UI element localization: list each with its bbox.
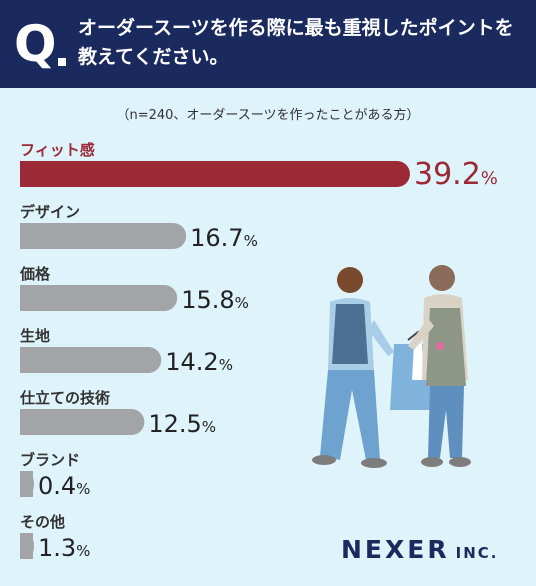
q-dot xyxy=(58,58,66,66)
value-label: 16.7% xyxy=(190,224,258,252)
question-header: Q オーダースーツを作る際に最も重視したポイントを教えてください。 xyxy=(0,0,536,88)
value-unit: % xyxy=(202,418,216,436)
bar xyxy=(20,285,178,311)
value-label: 15.8% xyxy=(181,286,249,314)
category-label: 生地 xyxy=(20,327,50,345)
bar xyxy=(20,347,162,373)
bar-left-edge xyxy=(20,409,33,435)
bar-left-edge xyxy=(20,285,33,311)
logo-main: NEXER xyxy=(341,535,450,564)
sample-note: （n=240、オーダースーツを作ったことがある方） xyxy=(116,108,420,123)
value-label: 1.3% xyxy=(38,534,90,562)
bar-left-edge xyxy=(20,347,33,373)
value-number: 14.2 xyxy=(165,348,218,376)
q-label: Q xyxy=(14,15,57,73)
value-unit: % xyxy=(76,542,90,560)
category-label: 仕立ての技術 xyxy=(19,389,110,407)
value-number: 1.3 xyxy=(38,534,76,562)
nexer-logo: NEXER INC. xyxy=(341,535,498,564)
bar xyxy=(20,161,410,187)
value-number: 15.8 xyxy=(181,286,234,314)
value-label: 0.4% xyxy=(38,472,90,500)
value-number: 16.7 xyxy=(190,224,243,252)
value-number: 12.5 xyxy=(148,410,201,438)
value-unit: % xyxy=(481,168,498,189)
value-unit: % xyxy=(76,480,90,498)
value-unit: % xyxy=(235,294,249,312)
bar-left-edge xyxy=(20,223,33,249)
category-label: ブランド xyxy=(20,451,80,469)
value-number: 39.2 xyxy=(414,157,481,192)
category-label: デザイン xyxy=(20,203,80,221)
bar-left-edge xyxy=(20,533,33,559)
value-label: 14.2% xyxy=(165,348,233,376)
bar xyxy=(20,409,145,435)
bar-left-edge xyxy=(20,161,33,187)
category-label: フィット感 xyxy=(20,141,95,159)
tailor-illustration xyxy=(312,265,471,468)
value-unit: % xyxy=(219,356,233,374)
bar xyxy=(20,223,187,249)
logo-sub: INC. xyxy=(455,544,499,562)
bar-left-edge xyxy=(20,471,33,497)
value-label: 39.2% xyxy=(414,157,498,192)
category-label: その他 xyxy=(20,513,65,531)
category-label: 価格 xyxy=(19,265,51,283)
value-number: 0.4 xyxy=(38,472,76,500)
question-text: オーダースーツを作る際に最も重視したポイントを教えてください。 xyxy=(78,17,514,68)
value-unit: % xyxy=(244,232,258,250)
value-label: 12.5% xyxy=(148,410,216,438)
